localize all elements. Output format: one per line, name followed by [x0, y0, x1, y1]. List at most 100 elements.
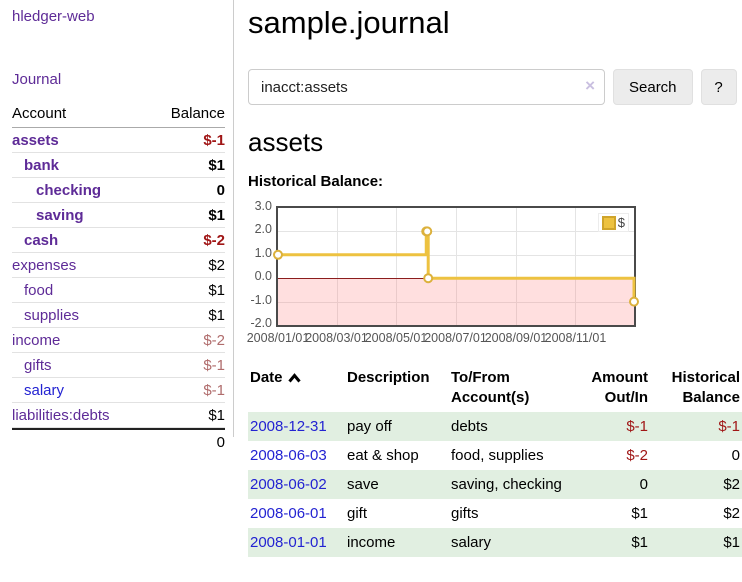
account-link[interactable]: salary [24, 381, 65, 399]
transaction-date-link[interactable]: 2008-12-31 [250, 418, 327, 435]
account-row: liabilities:debts $1 [12, 403, 225, 428]
x-axis-tick-label: 2008/07/01 [424, 331, 487, 345]
x-axis-tick-label: 2008/09/01 [484, 331, 548, 345]
account-link[interactable]: liabilities:debts [12, 406, 110, 424]
account-total-row: 0 [12, 428, 225, 455]
account-row: assets $-1 [12, 128, 225, 153]
sidebar-item-journal[interactable]: Journal [12, 71, 62, 88]
column-header-accounts: To/From Account(s) [451, 369, 530, 406]
column-header-date[interactable]: Date [248, 366, 345, 412]
transaction-balance: $2 [723, 505, 740, 522]
account-tree: assets $-1 bank $1 checking 0 saving $1 cash $-2 e… [12, 128, 225, 428]
chart-legend: $ [597, 213, 629, 232]
account-link[interactable]: supplies [24, 306, 80, 324]
account-row: checking 0 [12, 178, 225, 203]
gridline [278, 254, 634, 256]
transaction-date-link[interactable]: 2008-06-02 [250, 476, 327, 493]
gridline [455, 208, 457, 325]
transaction-amount: $1 [631, 534, 648, 551]
gridline [515, 208, 517, 325]
account-balance: $1 [208, 206, 225, 224]
sidebar-divider [233, 0, 234, 437]
account-row: cash $-2 [12, 228, 225, 253]
y-axis-tick-label: -2.0 [250, 316, 272, 330]
brand-link[interactable]: hledger-web [12, 8, 95, 25]
account-link[interactable]: checking [36, 181, 102, 199]
transaction-description: eat & shop [347, 447, 419, 464]
transaction-date-link[interactable]: 2008-01-01 [250, 534, 327, 551]
transaction-balance: $2 [723, 476, 740, 493]
register-header-row: Date Description To/From Account(s) Amou… [248, 366, 742, 412]
help-button[interactable]: ? [700, 69, 737, 105]
account-link[interactable]: saving [36, 206, 84, 224]
account-link[interactable]: bank [24, 156, 60, 174]
gridline [336, 208, 338, 325]
account-balance: $1 [208, 306, 225, 324]
account-link[interactable]: gifts [24, 356, 52, 374]
legend-swatch-icon [601, 215, 616, 230]
transaction-description: pay off [347, 418, 392, 435]
transaction-balance: 0 [731, 447, 740, 464]
transaction-amount: $-2 [626, 447, 648, 464]
account-row: salary $-1 [12, 378, 225, 403]
register-table: Date Description To/From Account(s) Amou… [248, 366, 742, 557]
account-balance: $1 [208, 156, 225, 174]
total-balance: 0 [216, 434, 225, 451]
register-rows: 2008-12-31 pay off debts $-1 $-1 2008-06-03 ea… [248, 412, 742, 557]
account-balance: $-2 [203, 331, 225, 349]
x-axis-tick-label: 2008/03/01 [305, 331, 368, 345]
gridline [396, 208, 398, 325]
account-balance: $-2 [203, 231, 225, 249]
column-header-balance: Historical Balance [671, 369, 740, 406]
gridline [575, 208, 577, 325]
column-header-amount: Amount Out/In [591, 369, 648, 406]
account-row: supplies $1 [12, 303, 225, 328]
transaction-accounts: debts [451, 418, 488, 435]
account-balance: $-1 [203, 356, 225, 374]
main-content: sample.journal × Search ? assets Histori… [246, 0, 742, 557]
sort-ascending-icon [287, 373, 301, 383]
gridline [278, 301, 634, 303]
clear-search-icon[interactable]: × [585, 76, 595, 95]
search-button[interactable]: Search [613, 69, 693, 105]
account-row: bank $1 [12, 153, 225, 178]
transaction-description: save [347, 476, 379, 493]
search-input[interactable] [248, 69, 605, 105]
account-balance-table: Account Balance assets $-1 bank $1 checking 0… [12, 102, 225, 455]
historical-balance-chart: $ 3.0 2.0 1.0 0.0 -1.0 -2.0 2008/01/01 2008/03/… [246, 196, 742, 346]
x-axis-tick-label: 2008/05/01 [364, 331, 428, 345]
chart-label: Historical Balance: [248, 173, 384, 190]
x-axis-tick-label: 2008/01/01 [246, 331, 310, 345]
y-axis-tick-label: 1.0 [254, 245, 272, 260]
account-balance: 0 [216, 181, 225, 199]
register-row: 2008-06-01 gift gifts $1 $2 [248, 499, 742, 528]
account-column-header: Account [12, 105, 67, 122]
y-axis-tick-label: 2.0 [254, 222, 272, 237]
account-row: saving $1 [12, 203, 225, 228]
page-title: sample.journal [248, 5, 450, 40]
account-link[interactable]: cash [24, 231, 59, 249]
search-form: × Search ? [248, 69, 742, 105]
transaction-accounts: food, supplies [451, 447, 544, 464]
balance-column-header: Balance [170, 105, 225, 122]
account-link[interactable]: income [12, 331, 61, 349]
y-axis-tick-label: 3.0 [254, 199, 272, 213]
register-row: 2008-06-03 eat & shop food, supplies $-2 0 [248, 441, 742, 470]
transaction-amount: 0 [639, 476, 648, 493]
column-header-description: Description [347, 369, 430, 386]
account-link[interactable]: assets [12, 131, 59, 149]
negative-region [278, 278, 634, 325]
transaction-balance: $1 [723, 534, 740, 551]
register-row: 2008-12-31 pay off debts $-1 $-1 [248, 412, 742, 441]
account-link[interactable]: food [24, 281, 54, 299]
transaction-date-link[interactable]: 2008-06-01 [250, 505, 327, 522]
register-row: 2008-06-02 save saving, checking 0 $2 [248, 470, 742, 499]
y-axis-tick-label: -1.0 [250, 292, 272, 307]
account-balance: $2 [208, 256, 225, 274]
account-link[interactable]: expenses [12, 256, 77, 274]
account-row: gifts $-1 [12, 353, 225, 378]
transaction-accounts: gifts [451, 505, 479, 522]
transaction-date-link[interactable]: 2008-06-03 [250, 447, 327, 464]
account-row: food $1 [12, 278, 225, 303]
